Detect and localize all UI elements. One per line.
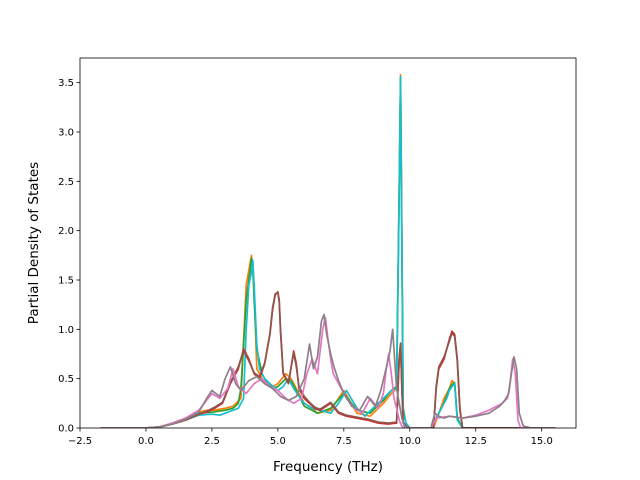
x-tick-label: 10.0	[399, 436, 421, 447]
y-tick-label: 2.5	[58, 177, 74, 188]
x-tick-label: 5.0	[270, 436, 286, 447]
series-line-5	[100, 291, 556, 428]
series-line-2	[100, 76, 556, 428]
y-tick-label: 1.0	[58, 325, 74, 336]
series-line-3	[100, 75, 556, 428]
series-line-4	[100, 290, 556, 428]
y-tick-label: 0.5	[58, 374, 74, 385]
y-axis: 0.0 0.5 1.0 1.5 2.0 2.5 3.0 3.5	[58, 78, 80, 435]
x-tick-label: 7.5	[336, 436, 352, 447]
y-tick-label: 3.5	[58, 78, 74, 89]
x-axis-label: Frequency (THz)	[273, 459, 383, 475]
y-axis-label: Partial Density of States	[26, 162, 42, 324]
x-tick-label: 12.5	[465, 436, 487, 447]
x-axis: −2.5 0.0 2.5 5.0 7.5 10.0 12.5 15.0	[68, 428, 553, 447]
x-tick-label: 2.5	[204, 436, 220, 447]
y-tick-label: 0.0	[58, 424, 74, 435]
series-line-1	[100, 73, 556, 428]
y-tick-label: 3.0	[58, 128, 74, 139]
x-tick-label: −2.5	[68, 436, 92, 447]
y-tick-label: 1.5	[58, 276, 74, 287]
y-tick-label: 2.0	[58, 226, 74, 237]
series-line-7	[100, 313, 556, 428]
series-layer	[100, 73, 556, 428]
x-tick-label: 15.0	[531, 436, 553, 447]
x-tick-label: 0.0	[138, 436, 154, 447]
plot-frame	[79, 57, 577, 429]
